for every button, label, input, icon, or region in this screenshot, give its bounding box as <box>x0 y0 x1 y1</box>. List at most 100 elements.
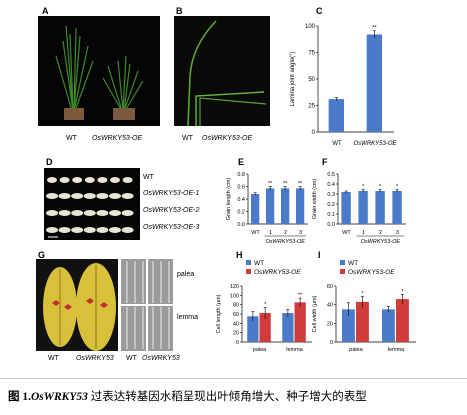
panel-d-grain <box>83 193 96 199</box>
chart-c-y-tick-label: 0 <box>312 130 316 136</box>
chart-e-category-label: 2 <box>284 230 287 236</box>
chart-f: 0.0 0.1 0.2 0.3 0.4 0.5 Grain width (cm) WT 1 * 2 *… <box>312 172 406 245</box>
chart-i-bar <box>382 309 395 342</box>
caption-divider <box>0 378 467 379</box>
chart-e-y-axis-label: Grain length (cm) <box>226 178 232 221</box>
chart-h-y-tick-label: 100 <box>230 293 239 299</box>
chart-f-y-tick-label: 0.0 <box>327 222 335 228</box>
panel-a-label: A <box>42 6 49 16</box>
chart-i-bar <box>396 299 409 342</box>
panel-b-oe-label: OsWRKY53-OE <box>202 135 253 142</box>
chart-h-bar <box>259 313 271 342</box>
chart-f-y-tick-label: 0.3 <box>327 192 335 198</box>
chart-e-y-tick-label: 0.6 <box>237 184 245 190</box>
chart-i-legend-label: OsWRKY53-OE <box>348 269 395 276</box>
chart-h-y-tick-label: 120 <box>230 284 239 290</box>
panel-g-wt-label: WT <box>48 355 59 362</box>
panel-g-photo-grains <box>36 259 118 351</box>
chart-i-y-axis-label: Cell width (μm) <box>312 295 318 332</box>
panel-g-label: G <box>38 250 46 260</box>
chart-e-category-label: WT <box>251 230 260 236</box>
chart-e-category-label: 3 <box>299 230 302 236</box>
chart-i-bar <box>356 301 369 342</box>
chart-h-significance-mark: ** <box>298 293 303 299</box>
panel-e-label: E <box>238 157 245 167</box>
panel-d-row-oe3: OsWRKY53-OE-3 <box>143 224 200 231</box>
caption-fig-number: 图 1. <box>8 391 31 403</box>
panel-d-grain <box>84 177 95 183</box>
panel-b-label: B <box>176 6 183 16</box>
chart-f-significance-mark: * <box>362 184 365 190</box>
chart-i: 0 20 40 60 Cell width (μm) palea * lemma * WT OsWR… <box>312 260 416 353</box>
panel-h-label: H <box>236 250 243 260</box>
panel-d-grain <box>121 227 134 233</box>
chart-i-significance-mark: * <box>401 289 404 295</box>
panel-d-grain <box>58 193 71 199</box>
panel-d-photo <box>44 168 140 240</box>
chart-f-category-label: 2 <box>379 230 382 236</box>
chart-e-bar <box>266 188 275 224</box>
panel-g-mut2-label: OsWRKY53 <box>142 355 180 362</box>
panel-d-grain <box>46 193 58 199</box>
chart-h-legend-swatch <box>246 260 251 265</box>
panel-c-label: C <box>316 6 323 16</box>
caption-gene: OsWRKY53 <box>31 391 88 403</box>
chart-f-y-tick-label: 0.4 <box>327 182 335 188</box>
chart-f-significance-mark: * <box>396 184 399 190</box>
panel-d-grain <box>96 227 109 233</box>
chart-h-y-tick-label: 40 <box>233 321 239 327</box>
chart-h-bar <box>282 313 294 342</box>
panel-g-lemma-label: lemma <box>177 314 199 321</box>
panel-b-photo <box>174 16 270 126</box>
panel-d-row-oe1: OsWRKY53-OE-1 <box>143 190 200 197</box>
chart-e-category-label: 1 <box>269 230 272 236</box>
chart-e-y-tick-label: 0.4 <box>237 197 245 203</box>
panel-f-label: F <box>322 157 328 167</box>
chart-f-group-label: OsWRKY53-OE <box>361 239 401 245</box>
panel-a-photo <box>38 16 160 126</box>
chart-e-group-label: OsWRKY53-OE <box>266 239 306 245</box>
panel-a-oe-label: OsWRKY53-OE <box>92 135 143 142</box>
panel-d-grain <box>97 177 108 183</box>
panel-d-grain <box>71 210 84 216</box>
chart-f-category-label: WT <box>342 230 351 236</box>
chart-h-y-tick-label: 80 <box>233 303 239 309</box>
chart-f-significance-mark: * <box>379 184 382 190</box>
panel-d-grain <box>83 210 96 216</box>
panel-d-grain <box>58 210 71 216</box>
panel-d-grain <box>109 227 121 233</box>
panel-d-row-oe2: OsWRKY53-OE-2 <box>143 207 200 214</box>
panel-d-grain <box>59 177 70 183</box>
chart-i-bar <box>342 309 355 342</box>
chart-i-y-tick-label: 40 <box>327 303 333 309</box>
chart-f-bar <box>375 191 385 224</box>
chart-c-y-axis-label: Lamina joint angle(°) <box>290 51 296 106</box>
chart-f-category-label: 1 <box>362 230 365 236</box>
chart-h-legend-swatch <box>246 269 251 274</box>
chart-h-category-label: lemma <box>286 347 303 353</box>
chart-h-y-tick-label: 60 <box>233 312 239 318</box>
chart-h-legend-label: WT <box>254 260 264 267</box>
chart-e-significance-mark: ** <box>283 181 288 187</box>
panel-d-grain <box>83 227 96 233</box>
chart-i-y-tick-label: 60 <box>327 284 333 290</box>
chart-c-y-tick-label: 100 <box>305 24 316 30</box>
panel-d-grain <box>96 210 109 216</box>
chart-c-category-label: WT <box>332 141 342 147</box>
figure-caption: 图 1.OsWRKY53 过表达转基因水稻呈现出叶倾角增大、种子增大的表型 <box>8 388 367 404</box>
chart-e-significance-mark: ** <box>268 181 273 187</box>
chart-i-y-tick-label: 20 <box>327 321 333 327</box>
chart-i-y-tick-label: 0 <box>330 340 333 346</box>
chart-f-y-tick-label: 0.5 <box>327 172 335 178</box>
panel-g-photo-cells <box>121 259 173 351</box>
chart-h: 0 20 40 60 80 100 120 Cell length (μm) palea * lem… <box>216 260 312 353</box>
chart-h-bar <box>247 316 259 342</box>
chart-f-y-tick-label: 0.2 <box>327 202 335 208</box>
chart-e-significance-mark: ** <box>298 181 303 187</box>
chart-h-category-label: palea <box>253 347 267 353</box>
chart-h-y-axis-label: Cell length (μm) <box>216 294 222 333</box>
chart-i-category-label: lemma <box>388 347 405 353</box>
panel-d-grain <box>46 210 58 216</box>
panel-d-grain <box>110 177 120 183</box>
chart-i-significance-mark: * <box>361 291 364 297</box>
